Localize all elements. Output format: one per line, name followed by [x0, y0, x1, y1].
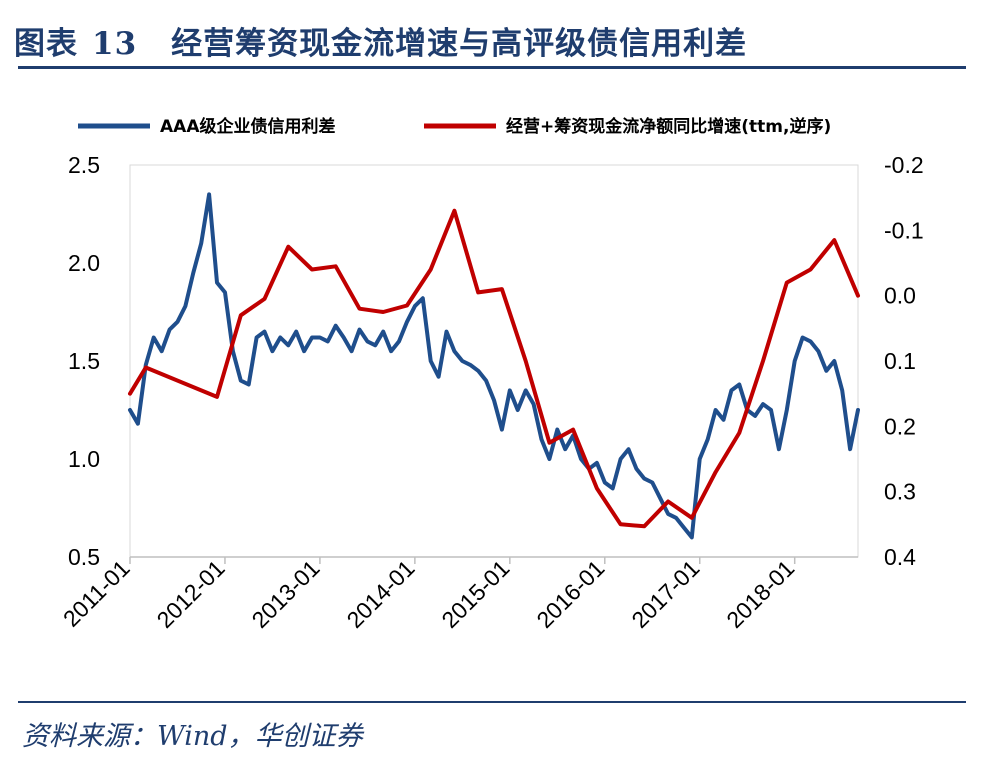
- bottom-rule: [18, 701, 966, 703]
- legend-label: 经营+筹资现金流净额同比增速(ttm,逆序): [506, 116, 831, 137]
- right-tick-label: 0.1: [884, 348, 916, 374]
- plot-border: [129, 164, 859, 558]
- left-axis: 0.5 1.0 1.5 2.0 2.5: [68, 152, 100, 570]
- plot-area: [129, 164, 859, 558]
- top-rule: [18, 66, 966, 69]
- aaa-spread-line: [128, 192, 860, 540]
- right-tick-label: -0.1: [884, 217, 924, 243]
- x-tick-label: 2015-01: [436, 555, 514, 633]
- right-tick-label: 0.4: [884, 544, 916, 570]
- figure-title-text: 经营筹资现金流增速与高评级债信用利差: [171, 26, 748, 62]
- right-axis: -0.2 -0.1 0.0 0.1 0.2 0.3 0.4: [884, 152, 924, 570]
- series-layer: [128, 192, 860, 540]
- source-note: 资料来源：Wind，华创证券: [22, 721, 363, 752]
- x-tick-label: 2013-01: [247, 555, 325, 633]
- x-axis: 2011-01 2012-01 2013-01 2014-01 2015-01 2016-…: [58, 555, 800, 633]
- legend-label: AAA级企业债信用利差: [160, 116, 335, 137]
- cashflow-growth-line: [128, 208, 860, 529]
- x-tick-label: 2016-01: [531, 555, 609, 633]
- left-tick-label: 1.0: [68, 446, 100, 472]
- x-tick-label: 2018-01: [721, 555, 799, 633]
- right-tick-label: 0.0: [884, 283, 916, 309]
- chart: AAA级企业债信用利差 经营+筹资现金流净额同比增速(ttm,逆序) 0.5 1.0…: [58, 116, 924, 633]
- left-tick-label: 0.5: [68, 544, 100, 570]
- x-tick-label: 2012-01: [152, 555, 230, 633]
- left-tick-label: 1.5: [68, 348, 100, 374]
- figure-number: 13: [92, 26, 138, 62]
- right-tick-label: 0.3: [884, 479, 916, 505]
- x-tick-label: 2017-01: [626, 555, 704, 633]
- left-tick-label: 2.0: [68, 250, 100, 276]
- legend: AAA级企业债信用利差 经营+筹资现金流净额同比增速(ttm,逆序): [78, 116, 831, 137]
- x-tick-label: 2014-01: [341, 555, 419, 633]
- figure-title: 图表 13 经营筹资现金流增速与高评级债信用利差: [14, 18, 747, 63]
- right-tick-label: -0.2: [884, 152, 924, 178]
- figure-label: 图表: [14, 26, 78, 62]
- right-tick-label: 0.2: [884, 413, 916, 439]
- left-tick-label: 2.5: [68, 152, 100, 178]
